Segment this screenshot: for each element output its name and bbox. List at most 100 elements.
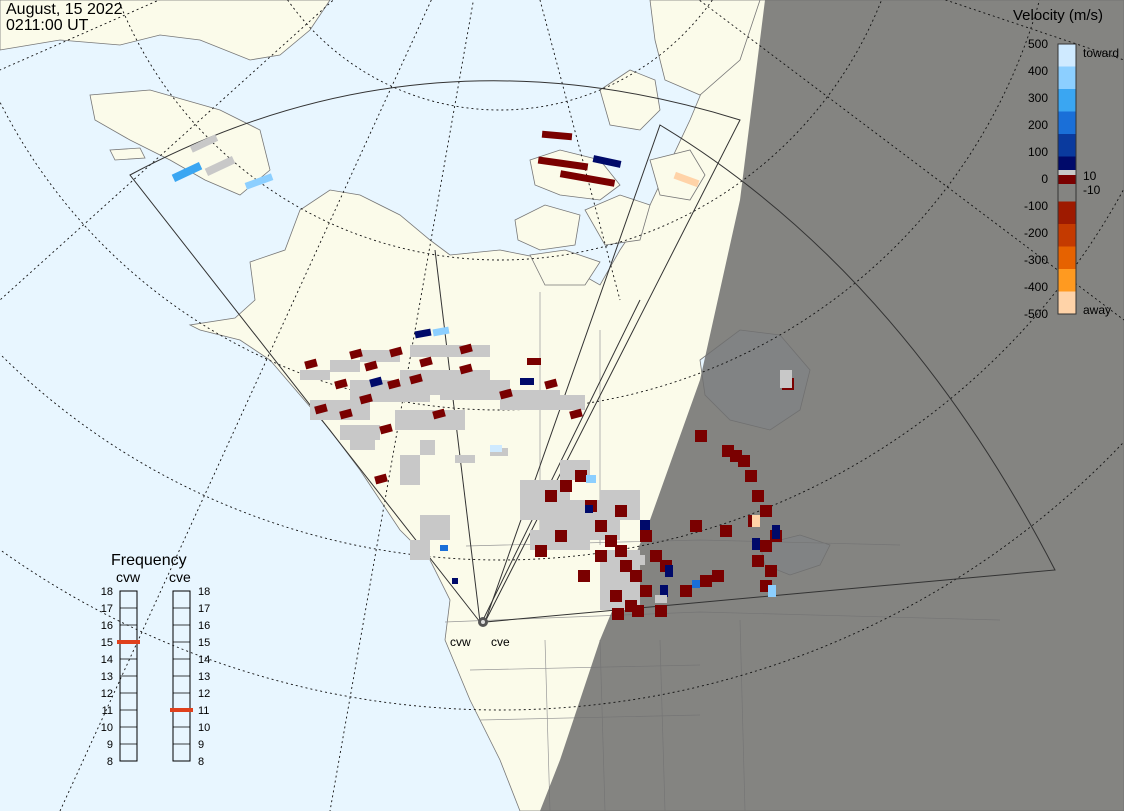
radar-cell — [349, 348, 363, 360]
radar-cell — [339, 408, 353, 420]
radar-cell — [690, 520, 702, 532]
frequency-tick-left: 8 — [107, 756, 113, 768]
radar-cell — [586, 475, 596, 483]
radar-cell — [204, 156, 236, 176]
frequency-tick-left: 9 — [107, 739, 113, 751]
radar-cell — [410, 540, 430, 560]
velocity-tick-label: 200 — [1028, 118, 1048, 132]
colorbar-segment — [1058, 134, 1076, 157]
radar-cell — [419, 356, 433, 368]
frequency-tick-right: 17 — [198, 603, 210, 615]
radar-cell — [535, 545, 547, 557]
velocity-tick-label: 100 — [1028, 145, 1048, 159]
radar-cell — [752, 555, 764, 567]
frequency-tick-right: 11 — [198, 705, 209, 717]
frequency-tick-left: 13 — [101, 671, 113, 683]
radar-cell — [640, 520, 650, 530]
siberia-land — [0, 0, 331, 61]
colorbar-ground-scatter — [1058, 170, 1076, 175]
radar-cell — [650, 550, 662, 562]
arctic-island-1 — [599, 69, 661, 131]
colorbar-segment — [1058, 269, 1076, 292]
radar-cell — [360, 350, 400, 362]
radar-cell — [432, 326, 450, 337]
radar-fov — [129, 80, 1056, 623]
velocity-away-label: away — [1083, 303, 1111, 317]
frequency-tick-left: 10 — [101, 722, 113, 734]
radar-cell — [334, 378, 348, 390]
radar-cell — [420, 440, 435, 455]
frequency-tick-right: 12 — [198, 688, 210, 700]
radar-cell — [330, 360, 360, 372]
colorbar-segment — [1058, 291, 1076, 314]
frequency-cve-label: cve — [169, 569, 191, 585]
frequency-legend-title: Frequency — [111, 552, 187, 569]
arctic-island-4 — [584, 194, 651, 246]
colorbar-segment — [1058, 66, 1076, 89]
radar-cell — [605, 535, 617, 547]
radar-cell — [560, 480, 572, 492]
radar-cell — [500, 390, 560, 410]
radar-cell — [300, 370, 330, 380]
radar-cell — [632, 605, 644, 617]
radar-cell — [745, 470, 757, 482]
radar-cell — [730, 450, 742, 462]
radar-cell — [612, 608, 624, 620]
radar-cell — [575, 470, 587, 482]
radar-cell — [400, 455, 420, 485]
radar-cell — [409, 373, 423, 385]
velocity-tick-label: -500 — [1024, 307, 1048, 321]
radar-cell — [527, 358, 541, 365]
frequency-tick-right: 15 — [198, 637, 210, 649]
radar-cell — [414, 328, 432, 339]
night-shading — [540, 0, 1124, 811]
radar-cell — [635, 555, 645, 565]
radar-cell — [620, 560, 632, 572]
frequency-tick-left: 16 — [101, 620, 113, 632]
radar-cell — [595, 520, 607, 532]
radar-cell — [545, 490, 557, 502]
radar-cell — [765, 565, 777, 577]
colorbar-segment — [1058, 246, 1076, 269]
radar-cell — [520, 378, 534, 385]
velocity-tick-label: 10 — [1083, 169, 1097, 183]
radar-cell — [455, 455, 475, 463]
radar-cell — [712, 570, 724, 582]
radar-cell — [772, 525, 780, 539]
radar-cell — [692, 580, 700, 588]
radar-cell — [752, 538, 760, 550]
frequency-tick-right: 14 — [198, 654, 210, 666]
frequency-tick-right: 16 — [198, 620, 210, 632]
velocity-legend-title: Velocity (m/s) — [1013, 7, 1103, 24]
radar-cell — [544, 378, 558, 390]
velocity-cells — [171, 130, 794, 620]
radar-cell — [537, 156, 589, 171]
radar-cell — [387, 378, 401, 390]
radar-cell — [440, 545, 448, 551]
radar-cell — [499, 388, 513, 400]
radar-cell — [578, 570, 590, 582]
frequency-tick-right: 18 — [198, 586, 210, 598]
arctic-island-5 — [529, 249, 601, 286]
colorbar-segment — [1058, 201, 1076, 224]
velocity-legend: Velocity (m/s) 500400300200100100-10-100… — [1013, 7, 1119, 321]
velocity-tick-label: 500 — [1028, 37, 1048, 51]
colorbar-segment — [1058, 89, 1076, 112]
frequency-tick-right: 10 — [198, 722, 210, 734]
frequency-columns: 18 18 17 17 16 16 15 15 14 14 13 13 12 12 11 11 10 10 9 9 8 8 — [101, 586, 211, 768]
radar-cell — [655, 595, 667, 603]
velocity-toward-label: toward — [1083, 46, 1119, 60]
radar-cell — [189, 134, 219, 153]
chukotka-land — [89, 89, 271, 196]
velocity-ticks: 500400300200100100-10-100-200-300-400-50… — [1024, 37, 1101, 321]
radar-cell — [615, 505, 627, 517]
velocity-tick-label: -100 — [1024, 199, 1048, 213]
frequency-tick-left: 11 — [102, 705, 113, 717]
velocity-tick-label: -300 — [1024, 253, 1048, 267]
frequency-cvw-label: cvw — [116, 569, 141, 585]
radar-cell — [720, 525, 732, 537]
radar-cell — [410, 345, 470, 357]
radar-cell — [595, 550, 607, 562]
